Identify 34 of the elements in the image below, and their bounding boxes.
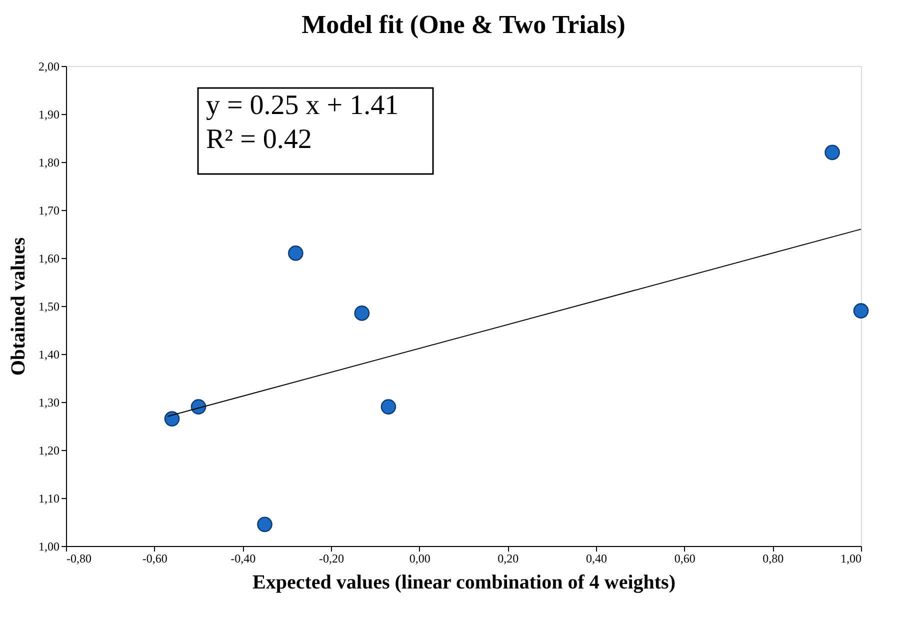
x-tick-label: 0,60 (674, 552, 696, 566)
x-tick-label: 0,00 (409, 552, 430, 566)
x-tick-label: -0,60 (142, 552, 168, 566)
y-tick-label: 1,40 (38, 348, 60, 362)
point (354, 306, 370, 321)
y-tick-label: 1,60 (38, 252, 60, 266)
point (288, 246, 304, 261)
y-axis-title: Obtained values (8, 237, 30, 376)
y-tick-label: 1,30 (38, 396, 60, 410)
point (853, 303, 869, 318)
x-tick-label: 0,20 (498, 552, 519, 566)
point (190, 399, 206, 414)
y-tick-label: 1,80 (38, 156, 60, 170)
x-tick-label: -0,80 (66, 552, 92, 566)
x-tick-label: 1,00 (840, 552, 862, 566)
point (380, 399, 396, 414)
y-tick-label: 1,20 (38, 444, 60, 458)
y-tick-label: 1,10 (38, 492, 60, 506)
annotation: R² = 0.42 (206, 124, 312, 155)
y-tick-label: 1,90 (38, 108, 60, 122)
y-tick-label: 1,50 (38, 300, 60, 314)
x-tick-label: -0,20 (319, 552, 344, 566)
y-tick-label: 1,70 (38, 204, 60, 218)
y-tick-label: 1,00 (38, 540, 60, 554)
point (824, 144, 840, 160)
y-tick-label: 2,00 (38, 60, 60, 74)
point (257, 516, 272, 532)
point (164, 411, 180, 426)
annotation: y = 0.25 x + 1.41 (206, 90, 399, 121)
x-tick-label: -0,40 (230, 552, 256, 566)
x-tick-label: 0,40 (586, 552, 607, 566)
x-axis-title: Expected values (linear combination of 4 weights) (252, 572, 676, 594)
x-tick-label: 0,80 (762, 552, 784, 566)
chart-title: Model fit (One & Two Trials) (302, 10, 626, 39)
